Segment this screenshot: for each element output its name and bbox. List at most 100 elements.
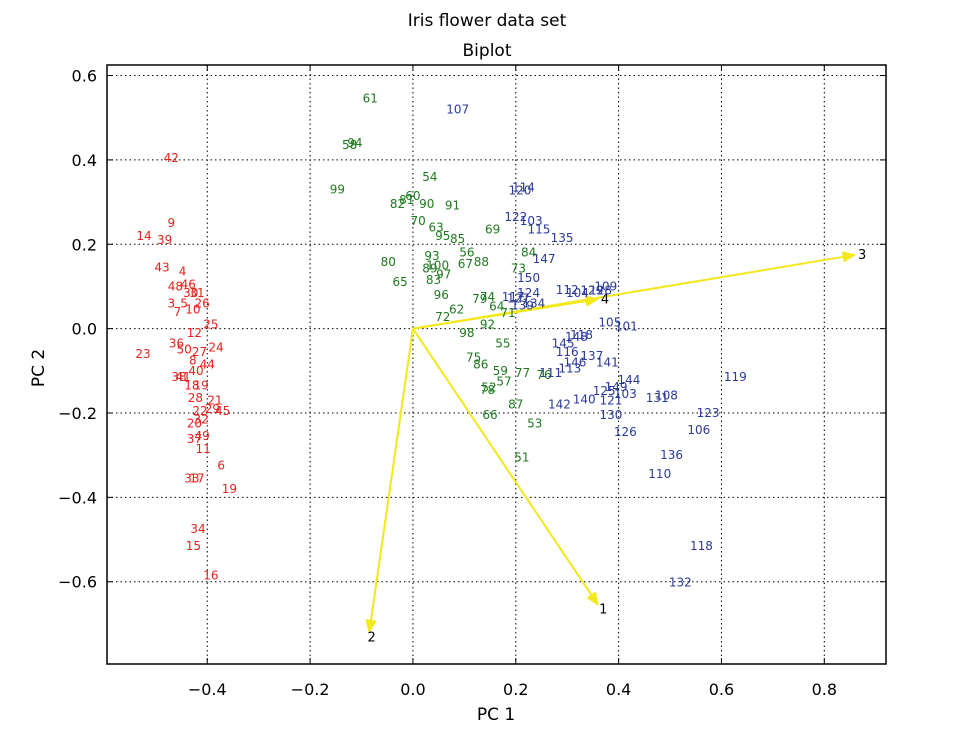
- data-point-label: 20: [187, 417, 202, 431]
- data-point-label: 77: [515, 366, 530, 380]
- data-point-label: 25: [203, 317, 218, 331]
- x-axis-label: PC 1: [477, 705, 515, 725]
- loading-vector-arrowhead: [365, 619, 377, 634]
- data-point-label: 45: [215, 404, 230, 418]
- data-point-label: 33: [184, 471, 199, 485]
- loading-vector-label: 3: [858, 248, 866, 263]
- data-point-label: 110: [648, 467, 671, 481]
- data-point-label: 30: [183, 286, 198, 300]
- loading-vector-line: [412, 328, 593, 596]
- data-point-label: 124: [517, 286, 540, 300]
- data-point-label: 43: [154, 260, 169, 274]
- data-point-label: 14: [136, 229, 151, 243]
- data-point-label: 4: [179, 265, 187, 279]
- axis-ticks: −0.4 −0.2 0.0 0.2 0.4 0.6 0.8 −0.6 −0.4 −0.2 0.0 0.…: [58, 65, 886, 699]
- data-point-label: 38: [171, 370, 186, 384]
- data-point-label: 149: [605, 380, 628, 394]
- data-point-label: 128: [589, 284, 612, 298]
- data-point-label: 106: [687, 423, 710, 437]
- data-point-label: 121: [599, 393, 622, 407]
- data-point-label: 40: [188, 364, 203, 378]
- data-point-label: 32: [193, 412, 208, 426]
- data-point-label: 50: [176, 343, 191, 357]
- data-point-label: 113: [558, 362, 581, 376]
- data-point-label: 100: [426, 258, 449, 272]
- data-point-label: 29: [205, 402, 220, 416]
- x-tick-label: 0.0: [400, 680, 425, 699]
- y-tick-label: −0.4: [58, 488, 97, 507]
- x-tick-label: 0.2: [503, 680, 528, 699]
- data-point-label: 116: [556, 345, 579, 359]
- data-point-label: 37: [187, 432, 202, 446]
- data-point-label: 53: [527, 417, 542, 431]
- data-point-label: 109: [594, 279, 617, 293]
- data-point-label: 10: [185, 303, 200, 317]
- data-point-label: 86: [473, 358, 488, 372]
- data-point-label: 60: [405, 189, 420, 203]
- data-point-label: 129: [580, 284, 603, 298]
- x-tick-label: 0.4: [606, 680, 631, 699]
- data-point-label: 3: [167, 296, 175, 310]
- loading-vector-label: 2: [368, 630, 376, 645]
- data-point-label: 49: [194, 429, 209, 443]
- data-point-label: 28: [188, 391, 203, 405]
- data-point-label: 92: [480, 317, 495, 331]
- data-point-label: 19: [193, 379, 208, 393]
- data-point-label: 80: [381, 255, 396, 269]
- loading-vector-arrowhead: [841, 251, 857, 263]
- y-tick-label: 0.2: [72, 235, 97, 254]
- x-tick-label: 0.8: [812, 680, 837, 699]
- data-point-label: 125: [593, 384, 616, 398]
- data-point-label: 111: [539, 366, 562, 380]
- chart-subtitle: Biplot: [463, 41, 512, 61]
- data-point-label: 117: [502, 290, 525, 304]
- data-point-label: 70: [410, 214, 425, 228]
- data-point-label: 12: [187, 326, 202, 340]
- data-point-label: 144: [617, 373, 640, 387]
- data-point-label: 11: [196, 442, 211, 456]
- data-point-label: 27: [192, 345, 207, 359]
- data-point-label: 148: [565, 330, 588, 344]
- data-point-label: 103: [614, 387, 637, 401]
- data-point-label: 55: [495, 336, 510, 350]
- data-point-label: 6: [217, 459, 225, 473]
- loading-vector-line: [369, 328, 414, 621]
- data-point-label: 51: [514, 450, 529, 464]
- data-point-label: 71: [500, 306, 515, 320]
- data-point-label: 15: [186, 539, 201, 553]
- loading-vector-arrowhead: [586, 591, 599, 607]
- data-point-label: 122: [504, 210, 527, 224]
- data-point-label: 26: [194, 296, 209, 310]
- data-point-label: 101: [615, 320, 638, 334]
- loading-vector-label: 4: [601, 292, 609, 307]
- data-point-label: 93: [424, 249, 439, 263]
- data-point-label: 73: [511, 261, 526, 275]
- loading-vectors: 3 4 1 2: [365, 248, 866, 645]
- data-point-label: 87: [508, 398, 523, 412]
- data-point-label: 132: [669, 576, 692, 590]
- data-point-label: 58: [342, 138, 357, 152]
- data-point-label: 142: [548, 398, 571, 412]
- data-point-label: 118: [570, 328, 593, 342]
- data-point-label: 42: [164, 151, 179, 165]
- data-point-label: 72: [435, 310, 450, 324]
- data-point-label: 9: [167, 216, 175, 230]
- data-point-label: 95: [435, 229, 450, 243]
- data-point-label: 82: [390, 197, 405, 211]
- x-tick-label: −0.4: [188, 680, 227, 699]
- data-point-label: 85: [450, 232, 465, 246]
- data-point-label: 139: [511, 298, 534, 312]
- loading-vector-arrowhead: [584, 295, 600, 307]
- data-point-label: 120: [508, 183, 531, 197]
- data-point-label: 136: [660, 448, 683, 462]
- data-point-label: 140: [573, 393, 596, 407]
- data-point-label: 7: [174, 305, 182, 319]
- data-point-label: 66: [482, 408, 497, 422]
- data-point-label: 119: [724, 370, 747, 384]
- data-point-label: 62: [449, 303, 464, 317]
- data-point-label: 19: [222, 482, 237, 496]
- data-point-label: 39: [157, 233, 172, 247]
- data-point-label: 96: [434, 288, 449, 302]
